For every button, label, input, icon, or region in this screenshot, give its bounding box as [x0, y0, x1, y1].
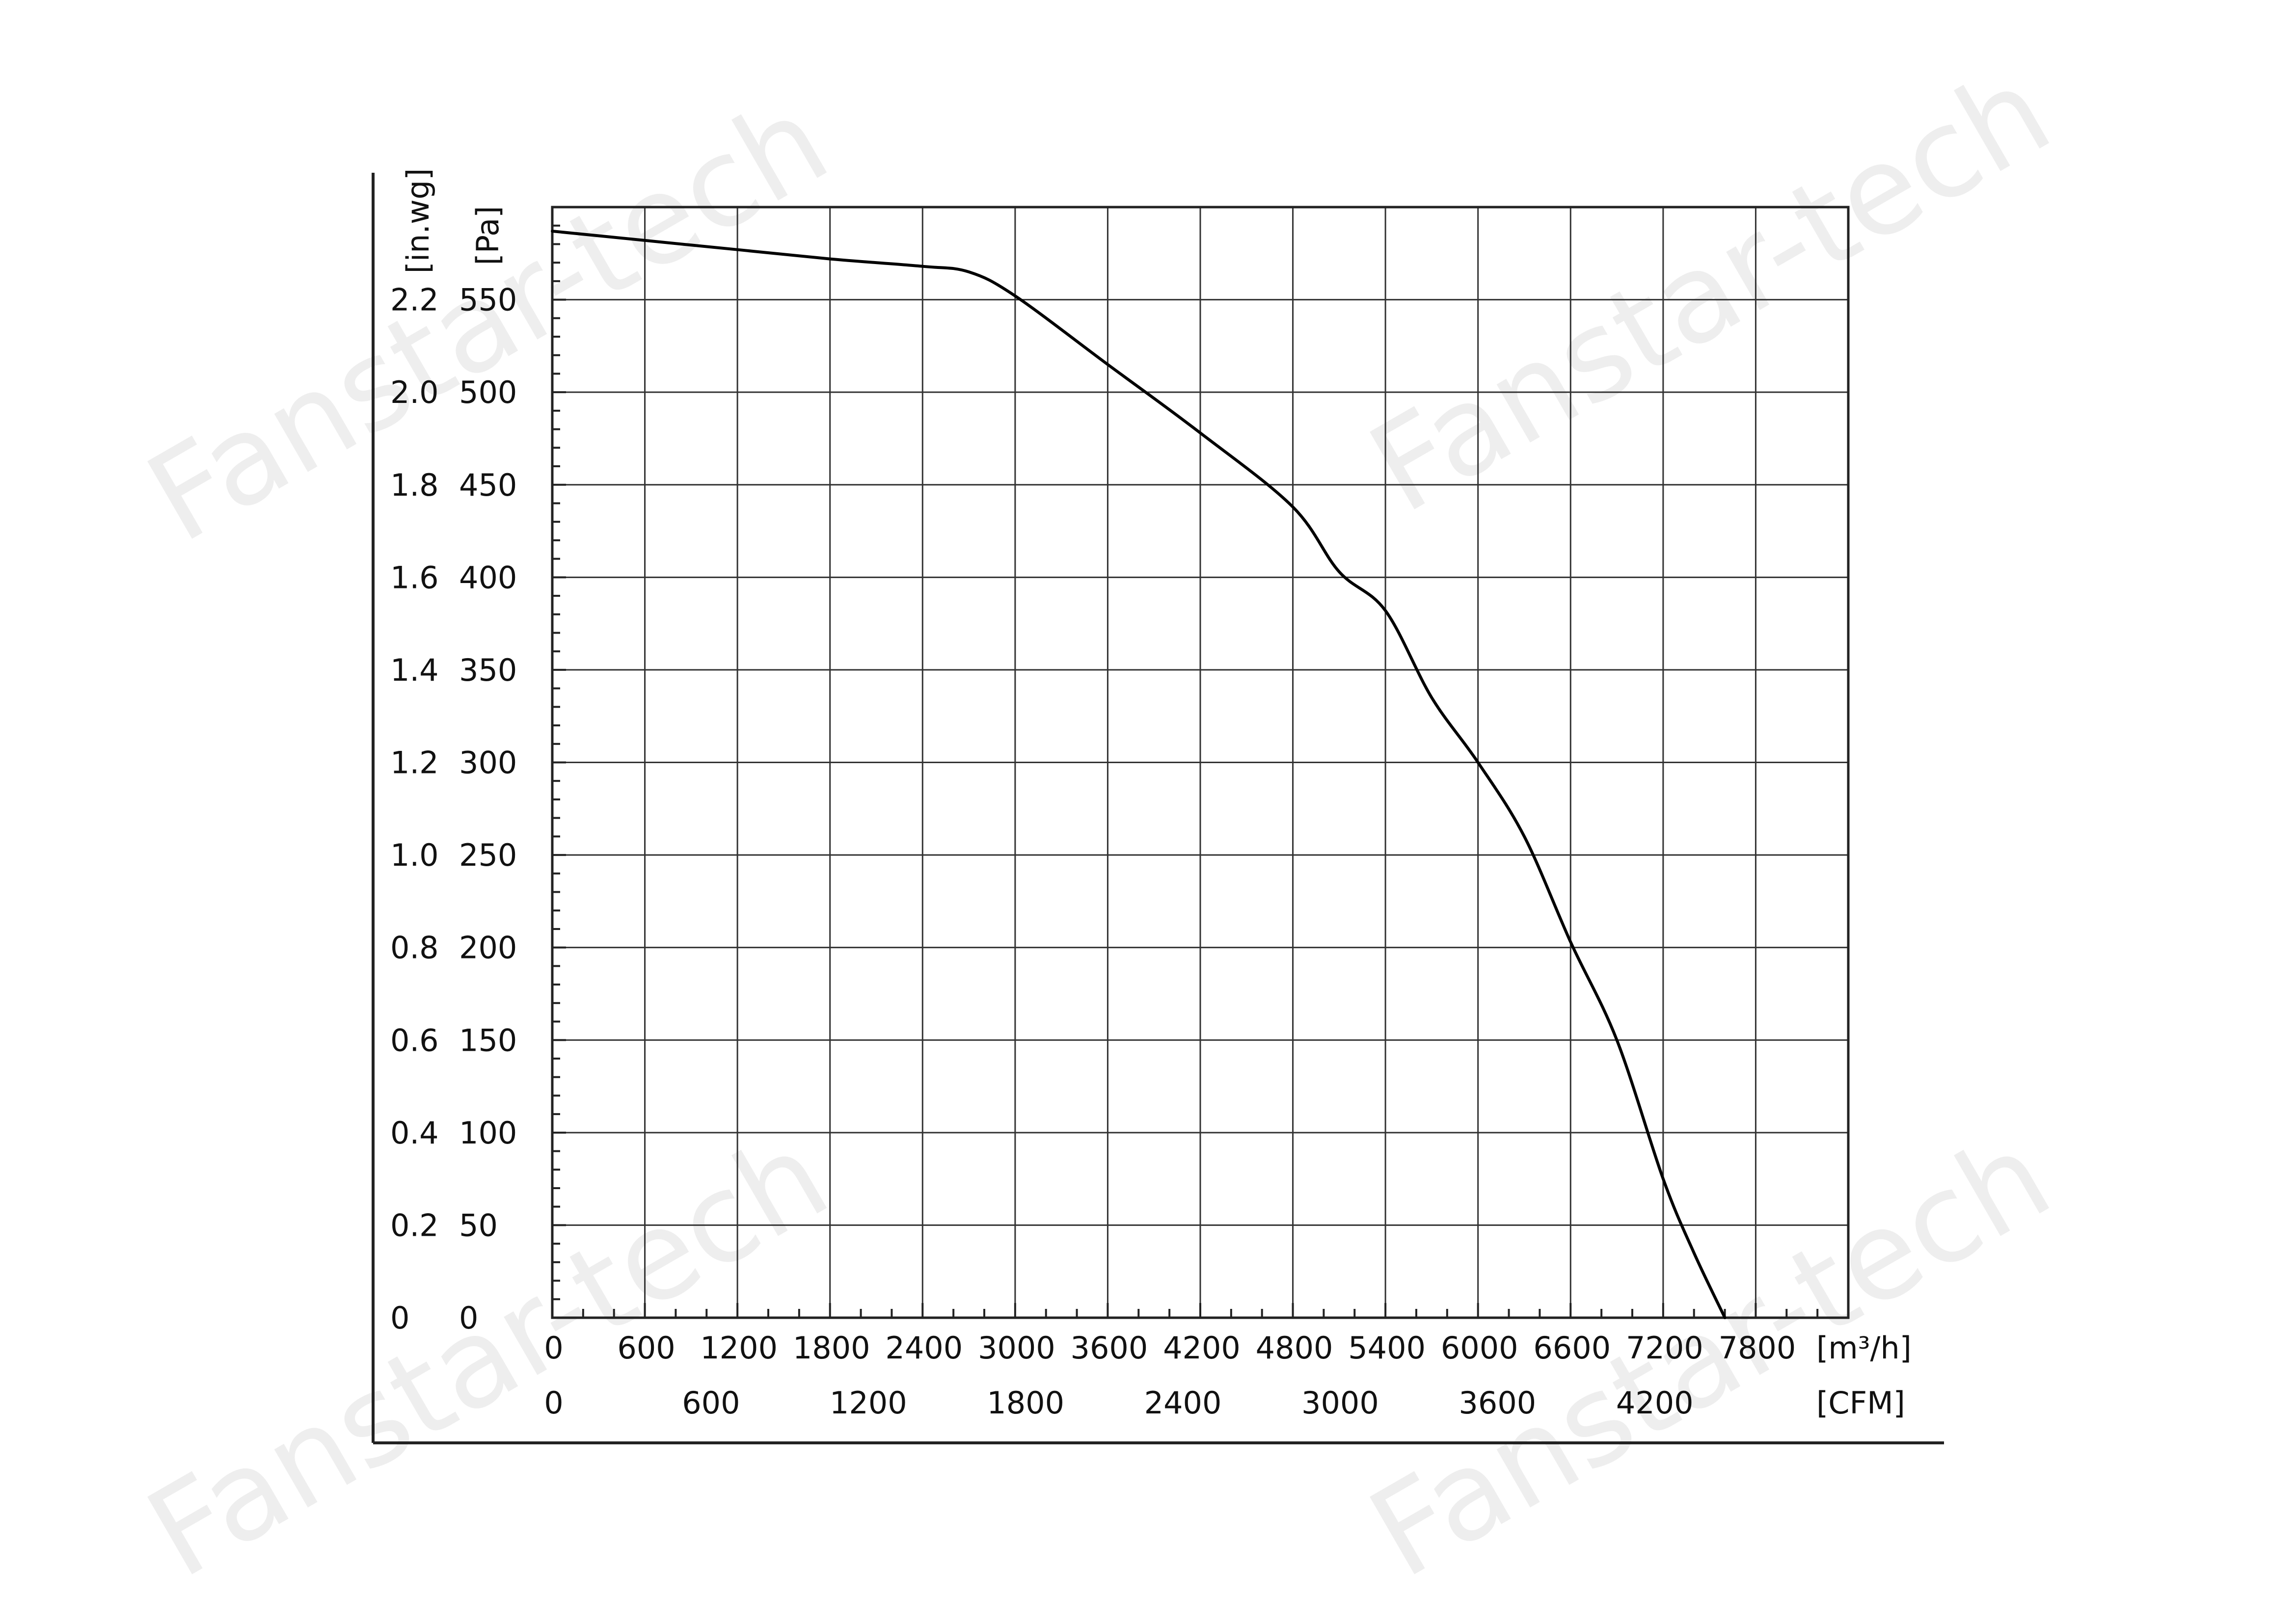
x-tick-label-m3h: 3000 — [978, 1330, 1055, 1366]
x-tick-label-cfm: 600 — [682, 1385, 740, 1421]
x-tick-label-m3h: 7200 — [1626, 1330, 1703, 1366]
x-tick-label-cfm: 3600 — [1459, 1385, 1536, 1421]
y-tick-label-pa: 350 — [459, 652, 517, 688]
y-tick-label-pa: 0 — [459, 1300, 478, 1336]
y-unit-label-pa: [Pa] — [470, 206, 506, 266]
x-tick-label-cfm: 2400 — [1144, 1385, 1222, 1421]
x-tick-label-m3h: 600 — [617, 1330, 675, 1366]
x-unit-label-cfm: [CFM] — [1816, 1385, 1905, 1421]
x-tick-label-cfm: 1200 — [830, 1385, 907, 1421]
y-tick-label-inwg: 0.4 — [390, 1115, 439, 1151]
y-tick-label-inwg: 1.0 — [390, 837, 439, 873]
y-tick-label-inwg: 0.6 — [390, 1022, 439, 1058]
y-tick-label-inwg: 1.2 — [390, 745, 439, 781]
x-tick-label-m3h: 3600 — [1071, 1330, 1148, 1366]
y-tick-label-pa: 50 — [459, 1207, 498, 1243]
x-tick-label-cfm: 3000 — [1301, 1385, 1379, 1421]
x-tick-label-m3h: 2400 — [885, 1330, 963, 1366]
y-tick-label-pa: 550 — [459, 282, 517, 318]
y-tick-label-pa: 400 — [459, 559, 517, 595]
x-tick-label-cfm: 4200 — [1616, 1385, 1694, 1421]
y-tick-label-pa: 300 — [459, 745, 517, 781]
y-tick-label-pa: 250 — [459, 837, 517, 873]
x-tick-label-m3h: 7800 — [1719, 1330, 1796, 1366]
y-tick-label-pa: 500 — [459, 374, 517, 410]
x-tick-label-m3h: 1200 — [700, 1330, 778, 1366]
y-tick-label-inwg: 0.8 — [390, 930, 439, 966]
chart-labels: 0 50 100 150 200 250 300 350 400 450 500 550 0 0.2 0.4… — [390, 168, 1912, 1421]
x-unit-label-m3h: [m³/h] — [1816, 1330, 1912, 1366]
y-tick-label-pa: 200 — [459, 930, 517, 966]
performance-curve — [551, 230, 1727, 1319]
y-tick-label-inwg: 0.2 — [390, 1207, 439, 1243]
y-tick-label-inwg: 1.6 — [390, 559, 439, 595]
y-tick-label-inwg: 1.4 — [390, 652, 439, 688]
watermark-text: Fanstar-tech — [1347, 39, 2073, 540]
x-tick-label-m3h: 4200 — [1163, 1330, 1241, 1366]
y-tick-label-inwg: 1.8 — [390, 467, 439, 503]
x-tick-label-m3h: 1800 — [793, 1330, 870, 1366]
y-tick-label-pa: 450 — [459, 467, 517, 503]
y-tick-label-pa: 150 — [459, 1022, 517, 1058]
chart-grid — [551, 207, 1848, 1319]
x-tick-label-m3h: 6600 — [1533, 1330, 1611, 1366]
y-tick-label-inwg: 2.0 — [390, 374, 439, 410]
y-tick-label-inwg: 2.2 — [390, 282, 439, 318]
x-tick-label-cfm: 1800 — [987, 1385, 1064, 1421]
x-tick-label-m3h: 5400 — [1348, 1330, 1426, 1366]
x-tick-label-m3h: 6000 — [1441, 1330, 1518, 1366]
x-tick-label-m3h: 0 — [544, 1330, 563, 1366]
series-line — [551, 230, 1727, 1319]
x-tick-label-cfm: 0 — [544, 1385, 563, 1421]
y-unit-label-inwg: [in.wg] — [400, 168, 436, 274]
y-tick-label-pa: 100 — [459, 1115, 517, 1151]
chart-ticks — [551, 224, 1849, 1319]
x-tick-label-m3h: 4800 — [1256, 1330, 1333, 1366]
y-tick-label-inwg: 0 — [390, 1300, 409, 1336]
